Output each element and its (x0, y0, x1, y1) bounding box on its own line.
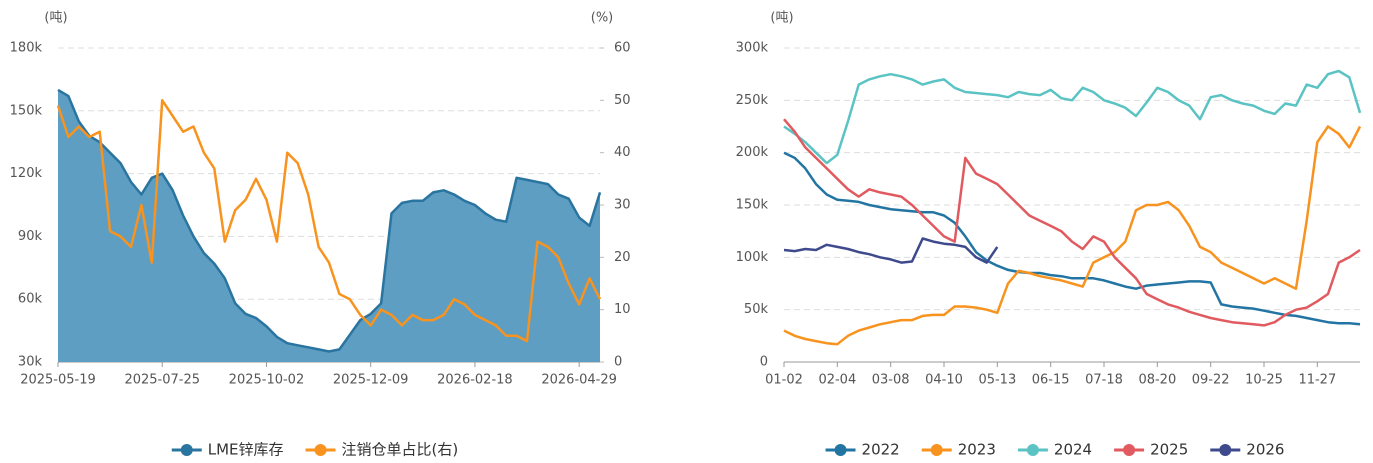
y2-tick-label: 10 (614, 302, 631, 317)
x-tick-label: 2025-07-25 (124, 373, 200, 388)
y-tick-label: 0 (760, 355, 768, 370)
y-tick-label: 150k (10, 103, 43, 118)
x-tick-label: 01-02 (765, 373, 803, 388)
legend-label: 2022 (862, 441, 900, 459)
area (58, 89, 600, 363)
x-tick-label: 2025-10-02 (229, 373, 305, 388)
y-tick-label: 200k (736, 145, 769, 160)
y-tick-label: 180k (10, 41, 43, 56)
series-line (783, 118, 1361, 327)
y2-tick-label: 30 (614, 198, 631, 213)
legend-marker (834, 444, 847, 456)
series-line (56, 99, 602, 343)
x-tick-label: 09-22 (1192, 373, 1230, 388)
legend: 2022 2023 2024 2025 2026 (825, 441, 1284, 459)
x-tick-label: 2025-05-19 (20, 373, 96, 388)
legend-marker (930, 444, 943, 456)
legend: LME锌库存 注销仓单占比(右) (171, 441, 459, 459)
legend-label: 2026 (1246, 441, 1284, 459)
x-tick-label: 2025-12-09 (333, 373, 409, 388)
y-tick-label: 90k (18, 229, 43, 244)
series-line (57, 88, 602, 353)
series-line (783, 69, 1362, 165)
legend-marker (1219, 444, 1232, 456)
x-tick-label: 2026-02-18 (437, 373, 513, 388)
x-tick-label: 11-27 (1298, 373, 1336, 388)
y-tick-label: 30k (18, 355, 43, 370)
series-line (783, 125, 1362, 346)
x-tick-label: 10-25 (1245, 373, 1283, 388)
legend-marker (1123, 444, 1136, 456)
y2-tick-label: 40 (614, 145, 631, 160)
x-tick-label: 06-15 (1032, 373, 1070, 388)
legend-label: LME锌库存 (208, 441, 284, 459)
y-axis-label: (吨) (44, 11, 67, 26)
legend-label: 2025 (1150, 441, 1188, 459)
x-tick-label: 02-04 (818, 373, 856, 388)
legend-marker (314, 444, 327, 456)
x-tick-label: 04-10 (925, 373, 963, 388)
y-tick-label: 150k (736, 198, 769, 213)
x-tick-label: 2026-04-29 (541, 373, 617, 388)
y2-tick-label: 60 (614, 41, 631, 56)
legend-label: 注销仓单占比(右) (342, 441, 459, 459)
series-line (783, 237, 999, 264)
y2-axis-label: (%) (591, 11, 614, 26)
y-tick-label: 50k (744, 302, 769, 317)
y-tick-label: 60k (18, 292, 43, 307)
y-tick-label: 300k (736, 41, 769, 56)
y-tick-label: 120k (10, 166, 43, 181)
legend-label: 2023 (958, 441, 996, 459)
y-tick-label: 100k (736, 250, 769, 265)
legend-label: 2024 (1054, 441, 1092, 459)
y-axis-label: (吨) (770, 11, 793, 26)
x-tick-label: 05-13 (978, 373, 1016, 388)
y-tick-label: 250k (736, 93, 769, 108)
x-tick-label: 03-08 (872, 373, 910, 388)
y2-tick-label: 0 (614, 355, 622, 370)
y2-tick-label: 20 (614, 250, 631, 265)
y2-tick-label: 50 (614, 93, 631, 108)
x-tick-label: 08-20 (1138, 373, 1176, 388)
x-tick-label: 07-18 (1085, 373, 1123, 388)
legend-marker (180, 444, 193, 456)
legend-marker (1026, 444, 1039, 456)
series-line (783, 151, 1361, 326)
